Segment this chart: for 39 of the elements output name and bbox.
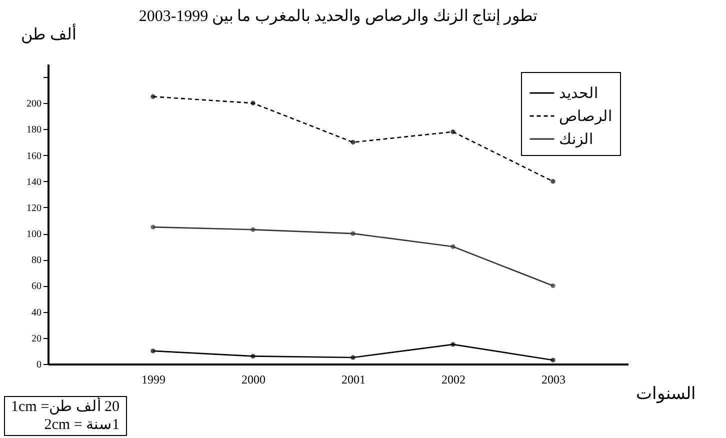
y-tick-label: 120 xyxy=(26,202,42,214)
legend-label: الرصاص xyxy=(559,109,612,125)
y-tick-label: 200 xyxy=(26,98,42,110)
text: 1سنة = 2cm xyxy=(43,416,120,434)
x-tick-label: 2002 xyxy=(442,372,466,386)
point xyxy=(550,283,556,288)
y-axis-title: ألف طن xyxy=(21,24,76,44)
x-tick-label: 2003 xyxy=(542,372,566,386)
point xyxy=(350,140,356,145)
point xyxy=(350,355,356,360)
legend-label: الزنك xyxy=(559,132,593,148)
point xyxy=(450,244,456,249)
x-tick-label: 2000 xyxy=(242,372,266,386)
point xyxy=(150,224,156,230)
legend-label: الحديد xyxy=(559,86,598,102)
y-tick-label: 20 xyxy=(32,333,42,344)
text: 20 ألف طن= 1cm xyxy=(11,398,120,416)
y-tick-label: 40 xyxy=(32,307,42,318)
y-tick-label: 160 xyxy=(26,150,42,162)
y-tick-label: 0 xyxy=(36,360,42,370)
point xyxy=(150,348,156,354)
point xyxy=(250,227,256,232)
y-tick-label: 60 xyxy=(32,281,42,292)
point xyxy=(450,129,456,134)
chart-title: تطور إنتاج الزنك والرصاص والحديد بالمغرب ما بين 1999-2003 xyxy=(138,8,538,25)
point xyxy=(250,100,256,106)
y-tick-label: 180 xyxy=(26,124,42,136)
point xyxy=(250,354,256,359)
point xyxy=(350,231,356,236)
point xyxy=(550,358,556,362)
y-tick-label: 140 xyxy=(26,176,42,188)
x-tick-label: 1999 xyxy=(142,372,166,386)
y-tick-label: 80 xyxy=(32,255,42,266)
point xyxy=(150,94,156,99)
x-tick-label: 2001 xyxy=(342,372,366,386)
y-tick-label: 100 xyxy=(26,229,42,240)
point xyxy=(450,342,456,347)
point xyxy=(550,179,556,184)
x-axis-title: السنوات xyxy=(636,383,696,404)
